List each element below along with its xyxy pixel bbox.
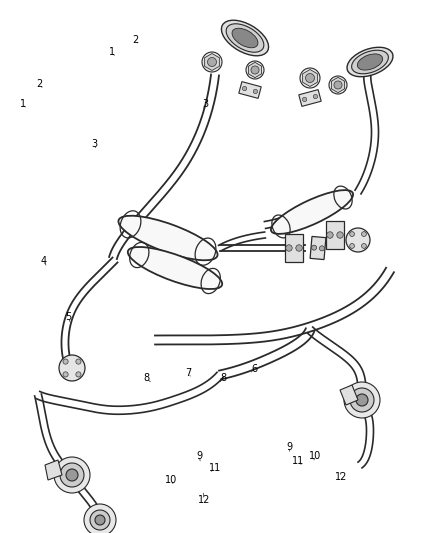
Circle shape: [311, 245, 317, 250]
Polygon shape: [239, 82, 261, 99]
Text: 3: 3: [91, 139, 97, 149]
Polygon shape: [340, 385, 358, 405]
Circle shape: [63, 359, 68, 364]
Circle shape: [361, 244, 366, 248]
Circle shape: [334, 81, 342, 89]
Text: 8: 8: [144, 374, 150, 383]
Circle shape: [63, 372, 68, 377]
Circle shape: [327, 232, 333, 238]
Text: 4: 4: [41, 256, 47, 266]
Circle shape: [90, 510, 110, 530]
Circle shape: [356, 394, 368, 406]
Text: 7: 7: [185, 368, 191, 378]
Circle shape: [84, 504, 116, 533]
Text: 11: 11: [292, 456, 304, 466]
Ellipse shape: [357, 54, 383, 70]
Polygon shape: [248, 62, 261, 78]
Ellipse shape: [232, 28, 258, 48]
Circle shape: [251, 66, 259, 74]
Circle shape: [346, 228, 370, 252]
Circle shape: [202, 52, 222, 72]
Circle shape: [60, 463, 84, 487]
Circle shape: [253, 90, 258, 94]
Ellipse shape: [118, 216, 218, 260]
Ellipse shape: [226, 24, 264, 52]
Circle shape: [59, 355, 85, 381]
Circle shape: [76, 359, 81, 364]
Circle shape: [361, 232, 366, 237]
Text: 2: 2: [133, 35, 139, 45]
Text: 12: 12: [336, 472, 348, 482]
Polygon shape: [205, 53, 219, 70]
Circle shape: [350, 388, 374, 412]
Circle shape: [305, 74, 314, 83]
Text: 2: 2: [36, 79, 42, 89]
Polygon shape: [303, 69, 318, 86]
Text: 6: 6: [251, 364, 257, 374]
Circle shape: [95, 515, 105, 525]
Polygon shape: [299, 90, 321, 107]
Text: 1: 1: [109, 47, 115, 57]
Polygon shape: [326, 221, 344, 249]
Text: 5: 5: [65, 312, 71, 322]
Ellipse shape: [222, 20, 268, 56]
Text: 9: 9: [286, 442, 292, 451]
Circle shape: [76, 372, 81, 377]
Text: 8: 8: [220, 374, 226, 383]
Circle shape: [66, 469, 78, 481]
Circle shape: [319, 246, 325, 251]
Polygon shape: [310, 237, 326, 260]
Ellipse shape: [347, 47, 393, 77]
Ellipse shape: [352, 50, 389, 74]
Circle shape: [242, 86, 247, 91]
Text: 3: 3: [203, 99, 209, 109]
Polygon shape: [332, 77, 345, 93]
Circle shape: [337, 232, 343, 238]
Circle shape: [344, 382, 380, 418]
Circle shape: [296, 245, 302, 251]
Circle shape: [246, 61, 264, 79]
Polygon shape: [45, 460, 62, 480]
Circle shape: [300, 68, 320, 88]
Text: 9: 9: [196, 451, 202, 461]
Circle shape: [313, 94, 318, 99]
Circle shape: [286, 245, 292, 251]
Circle shape: [302, 98, 307, 102]
Circle shape: [350, 232, 354, 237]
Ellipse shape: [128, 247, 222, 289]
Ellipse shape: [271, 190, 353, 234]
Text: 10: 10: [165, 475, 177, 484]
Text: 10: 10: [309, 451, 321, 461]
Circle shape: [208, 58, 216, 67]
Circle shape: [350, 244, 354, 248]
Text: 12: 12: [198, 495, 210, 505]
Circle shape: [329, 76, 347, 94]
Polygon shape: [285, 234, 303, 262]
Text: 11: 11: [208, 463, 221, 473]
Text: 1: 1: [20, 99, 26, 109]
Circle shape: [54, 457, 90, 493]
